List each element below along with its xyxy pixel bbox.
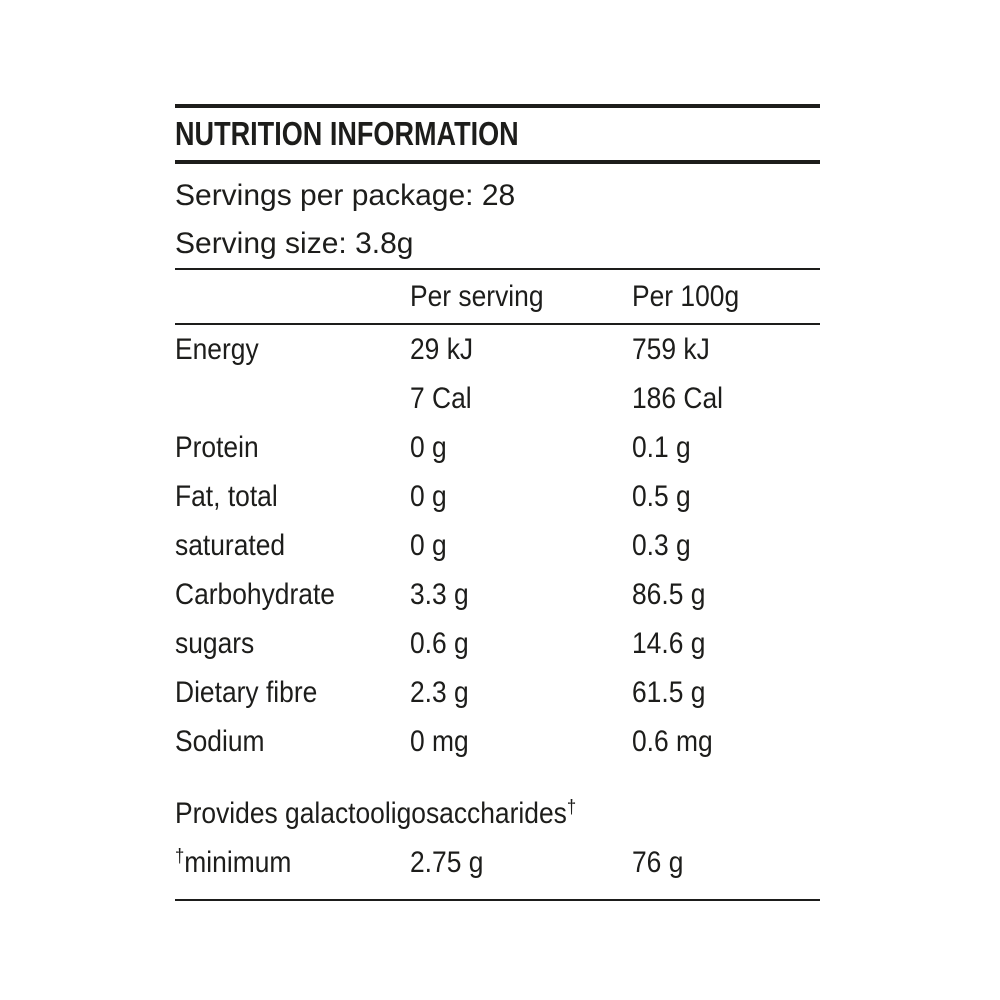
per-serving-value: 3.3 g <box>410 577 469 611</box>
per-serving-value: 0 mg <box>410 724 469 758</box>
nutrient-label: Sodium <box>175 724 265 758</box>
serving-size: Serving size: 3.8g <box>175 227 414 260</box>
per-100g-value: 0.3 g <box>632 528 691 562</box>
per-100g-value: 759 kJ <box>632 332 710 366</box>
column-header-per-serving: Per serving <box>410 279 544 313</box>
title-bottom-rule <box>175 160 820 164</box>
per-100g-value: 76 g <box>632 845 684 879</box>
per-serving-value: 0 g <box>410 528 447 562</box>
table-row: Sodium 0 mg 0.6 mg <box>175 717 820 766</box>
table-row: 7 Cal 186 Cal <box>175 374 820 423</box>
panel-title-row: NUTRITION INFORMATION <box>175 108 820 160</box>
nutrient-label: sugars <box>175 626 255 660</box>
table-header-row: Per serving Per 100g <box>175 270 820 323</box>
per-serving-value: 0 g <box>410 430 447 464</box>
footnote-row: †minimum 2.75 g 76 g <box>175 838 820 887</box>
per-100g-value: 0.1 g <box>632 430 691 464</box>
serving-info-bottom-rule <box>175 268 820 270</box>
dagger-symbol: † <box>566 797 577 818</box>
table-row: Fat, total 0 g 0.5 g <box>175 472 820 521</box>
bottom-rule <box>175 899 820 901</box>
panel-title: NUTRITION INFORMATION <box>175 115 519 152</box>
per-serving-value: 7 Cal <box>410 381 472 415</box>
per-serving-value: 0.6 g <box>410 626 469 660</box>
dagger-symbol: † <box>175 845 185 867</box>
nutrient-label: saturated <box>175 528 286 562</box>
table-row: Energy 29 kJ 759 kJ <box>175 325 820 374</box>
bottom-rule-wrap <box>175 899 820 901</box>
footnote-label: †minimum <box>175 846 410 880</box>
servings-per-package: Servings per package: 28 <box>175 179 516 212</box>
per-100g-value: 0.5 g <box>632 479 691 513</box>
top-rule <box>175 104 820 108</box>
nutrient-label: Energy <box>175 332 259 366</box>
per-100g-value: 186 Cal <box>632 381 723 415</box>
header-bottom-rule <box>175 323 820 325</box>
per-serving-value: 2.3 g <box>410 675 469 709</box>
nutrition-information-panel: NUTRITION INFORMATION Servings per packa… <box>175 104 820 901</box>
table-row: sugars 0.6 g 14.6 g <box>175 619 820 668</box>
per-100g-value: 14.6 g <box>632 626 706 660</box>
footnote-label-text: minimum <box>184 845 292 879</box>
table-row: Dietary fibre 2.3 g 61.5 g <box>175 668 820 717</box>
per-100g-value: 0.6 mg <box>632 724 713 758</box>
serving-info-block: Servings per package: 28 Serving size: 3… <box>175 164 820 268</box>
table-body: Energy 29 kJ 759 kJ 7 Cal 186 Cal Protei… <box>175 325 820 766</box>
per-serving-value: 2.75 g <box>410 845 484 879</box>
provides-text: Provides galactooligosaccharides <box>175 797 567 830</box>
footnote-gap <box>175 766 820 783</box>
nutrient-label <box>175 382 410 416</box>
table-row: Carbohydrate 3.3 g 86.5 g <box>175 570 820 619</box>
nutrient-label: Fat, total <box>175 479 278 513</box>
nutrient-label: Carbohydrate <box>175 577 335 611</box>
provides-line: Provides galactooligosaccharides† <box>175 783 820 838</box>
per-100g-value: 86.5 g <box>632 577 706 611</box>
nutrient-label: Protein <box>175 430 259 464</box>
table-row: Protein 0 g 0.1 g <box>175 423 820 472</box>
per-serving-value: 29 kJ <box>410 332 474 366</box>
nutrient-label: Dietary fibre <box>175 675 318 709</box>
per-serving-value: 0 g <box>410 479 447 513</box>
column-header-per-100g: Per 100g <box>632 279 740 313</box>
per-100g-value: 61.5 g <box>632 675 706 709</box>
table-row: saturated 0 g 0.3 g <box>175 521 820 570</box>
